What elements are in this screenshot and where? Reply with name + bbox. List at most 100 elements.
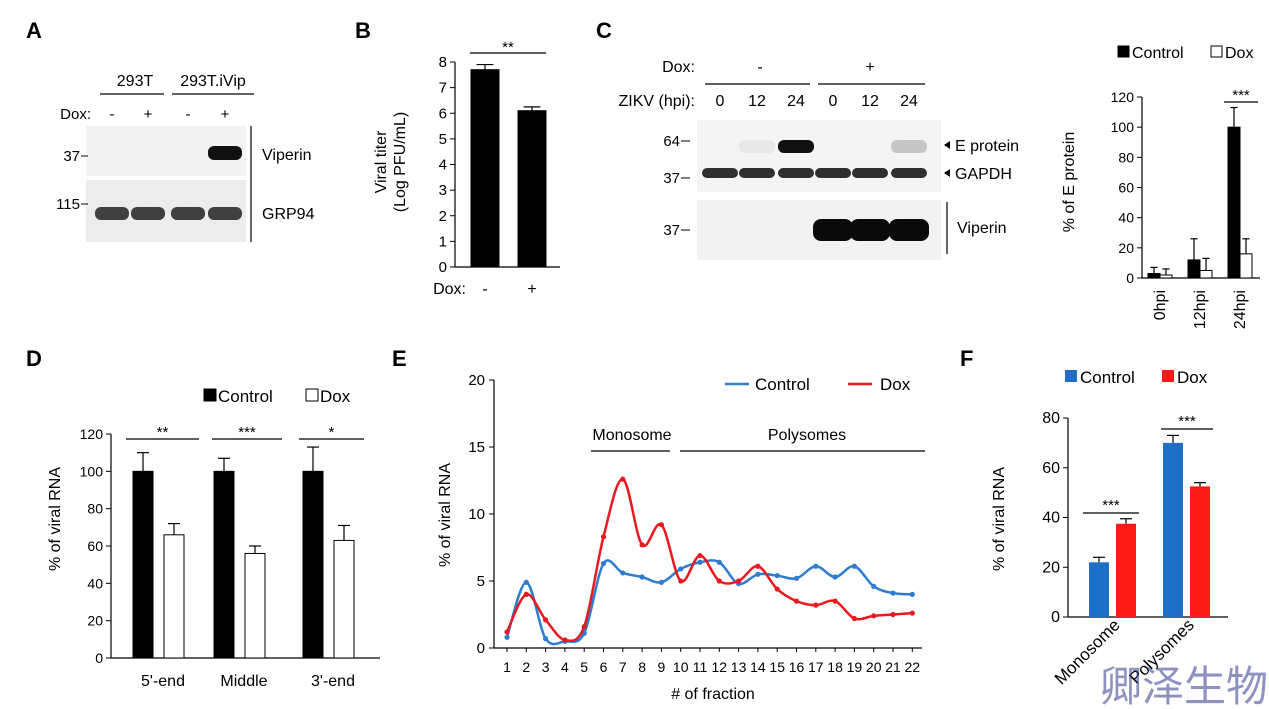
x-tick-label: 4 (561, 659, 569, 675)
y-tick-label: 40 (87, 575, 103, 591)
y-tick-label: 5 (477, 573, 485, 590)
mw-marker: 115 (56, 196, 80, 213)
legend-swatch (1162, 370, 1174, 382)
y-tick-label: 3 (439, 182, 447, 199)
data-point (678, 578, 684, 584)
x-tick-label: Middle (220, 673, 267, 690)
significance-label: *** (238, 424, 256, 441)
x-tick-label: 10 (673, 659, 689, 675)
data-point (890, 611, 896, 618)
watermark: 卿泽生物 (1100, 663, 1268, 709)
bar (1159, 274, 1173, 279)
band-label: GAPDH (955, 166, 1012, 183)
panel-d-letter: D (26, 346, 42, 371)
x-tick-label: 1 (503, 659, 511, 675)
significance-label: *** (1178, 413, 1196, 430)
x-tick-label: 0hpi (1152, 290, 1169, 320)
y-tick-label: 100 (1111, 119, 1135, 135)
x-tick-label: 3'-end (311, 673, 355, 690)
western-band (813, 219, 853, 241)
x-tick-label: 15 (769, 659, 785, 675)
dox-label: Dox: (662, 59, 695, 76)
data-point (832, 598, 838, 604)
x-axis-label: # of fraction (671, 686, 755, 703)
band-label: E protein (955, 138, 1019, 155)
western-band (815, 168, 851, 178)
data-point (851, 563, 858, 569)
dox-state: - (186, 106, 191, 123)
data-point (543, 617, 549, 623)
bar (1187, 259, 1201, 279)
x-tick-label: 20 (866, 659, 882, 675)
band-label: Viperin (957, 220, 1007, 237)
y-tick-label: 80 (87, 501, 103, 517)
data-point (639, 574, 645, 580)
dox-group: + (865, 59, 874, 76)
western-band (850, 219, 890, 241)
x-tick-label: 18 (827, 659, 843, 675)
x-tick-label: 7 (619, 659, 627, 675)
legend-label: Dox (1225, 45, 1253, 62)
y-tick-label: 0 (1126, 270, 1134, 286)
western-band (208, 207, 242, 220)
y-tick-label: 40 (1042, 510, 1060, 527)
data-point (543, 636, 549, 642)
y-tick-label: 20 (1042, 559, 1060, 576)
series-line-control (505, 559, 913, 646)
data-point (600, 534, 607, 540)
bar (1116, 523, 1136, 617)
significance-label: *** (1102, 497, 1120, 514)
y-tick-label: 2 (439, 208, 447, 225)
x-tick-label: 9 (658, 659, 666, 675)
y-tick-label: 120 (80, 426, 104, 442)
y-tick-label: 60 (1042, 460, 1060, 477)
data-point (813, 602, 819, 608)
data-point (871, 613, 877, 619)
data-point (658, 522, 665, 528)
x-tick-label: + (527, 281, 536, 298)
legend-label: Dox (880, 375, 911, 394)
data-point (523, 591, 529, 598)
data-point (832, 574, 838, 580)
bar (132, 470, 154, 659)
dox-label: Dox: (60, 106, 91, 123)
y-axis-label: % of E protein (1061, 132, 1078, 233)
data-point (523, 579, 529, 585)
bar (333, 539, 355, 659)
y-tick-label: 4 (439, 157, 447, 174)
y-tick-label: 120 (1111, 89, 1135, 105)
data-point (909, 591, 915, 598)
hpi-label: 0 (716, 93, 725, 110)
data-point (581, 623, 587, 630)
panel-c: C Dox: - + ZIKV (hpi): 0 12 24 0 12 24 64 37 … (596, 18, 1260, 329)
western-band (702, 168, 738, 178)
x-tick-label: 5 (580, 659, 588, 675)
y-tick-label: 0 (477, 640, 485, 657)
y-tick-label: 0 (1051, 609, 1060, 626)
panel-a: A 293T 293T.iVip Dox: - + - + 37 115 Vip… (26, 18, 315, 242)
significance-label: ** (502, 39, 514, 56)
western-band (891, 140, 927, 153)
legend-label: Control (1080, 368, 1135, 387)
data-point (890, 590, 896, 596)
bar (213, 470, 235, 659)
data-point (697, 552, 703, 559)
western-band (739, 168, 775, 178)
y-axis-label: % of viral RNA (437, 463, 454, 567)
data-point (639, 542, 645, 548)
legend-swatch (1210, 45, 1223, 58)
significance-label: * (329, 424, 335, 441)
x-tick-label: 21 (885, 659, 901, 675)
y-tick-label: 0 (95, 650, 103, 666)
bar (244, 552, 266, 659)
bar (1227, 126, 1241, 279)
x-tick-label: 12 (712, 659, 728, 675)
x-tick-label: 13 (731, 659, 747, 675)
dox-state: + (144, 106, 153, 123)
mw-marker: 64 (663, 133, 680, 150)
y-axis-label: % of viral RNA (47, 467, 64, 571)
legend-label: Control (1132, 45, 1184, 62)
y-tick-label: 80 (1042, 410, 1060, 427)
hpi-label: 24 (900, 93, 918, 110)
